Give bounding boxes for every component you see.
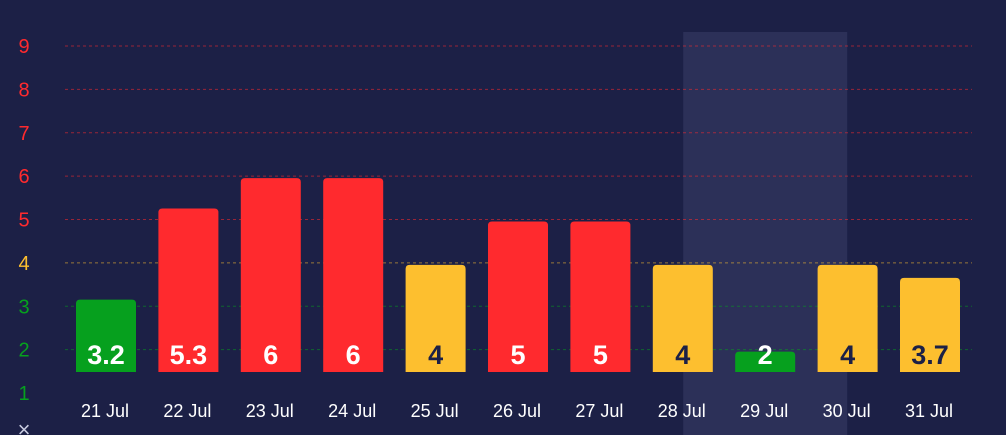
bar[interactable]	[570, 221, 631, 373]
bar-value-label: 4	[840, 340, 855, 370]
y-tick-label: 7	[18, 123, 29, 145]
bar-value-label: 5	[510, 340, 525, 370]
x-tick-label: 27 Jul	[575, 401, 623, 421]
bar-value-label: 3.2	[87, 340, 125, 370]
bar-value-label: 4	[428, 340, 443, 370]
y-tick-label: 9	[18, 36, 29, 58]
bar-value-label: 6	[346, 340, 361, 370]
x-tick-label: 30 Jul	[823, 401, 871, 421]
y-tick-label: 5	[18, 210, 29, 232]
x-tick-label: 24 Jul	[328, 401, 376, 421]
bar-value-label: 5	[593, 340, 608, 370]
x-tick-label: 28 Jul	[658, 401, 706, 421]
bar[interactable]	[405, 264, 466, 372]
x-tick-label: 22 Jul	[163, 401, 211, 421]
bar-value-label: 2	[758, 340, 773, 370]
x-tick-label: 26 Jul	[493, 401, 541, 421]
highlight-column	[683, 32, 848, 435]
x-tick-label: 21 Jul	[81, 401, 129, 421]
y-tick-label: 2	[18, 340, 29, 362]
bar-value-label: 4	[675, 340, 690, 370]
bar[interactable]	[158, 208, 219, 372]
y-tick-label: 6	[18, 166, 29, 188]
bar[interactable]	[488, 221, 548, 373]
x-tick-label: 25 Jul	[411, 401, 459, 421]
bar[interactable]	[76, 299, 136, 372]
x-tick-label: 31 Jul	[905, 401, 953, 421]
axis-close-symbol[interactable]: ×	[18, 417, 31, 435]
bar[interactable]	[240, 178, 301, 372]
bar[interactable]	[900, 277, 960, 372]
y-tick-label: 4	[18, 253, 29, 275]
bar-value-label: 3.7	[911, 340, 949, 370]
bar[interactable]	[735, 351, 796, 372]
y-tick-label: 3	[18, 296, 29, 318]
y-tick-label: 1	[18, 383, 29, 405]
y-tick-label: 8	[18, 79, 29, 101]
bar[interactable]	[652, 264, 713, 372]
x-tick-label: 29 Jul	[740, 401, 788, 421]
x-tick-label: 23 Jul	[246, 401, 294, 421]
bar[interactable]	[323, 178, 384, 372]
bar-value-label: 5.3	[170, 340, 208, 370]
bar[interactable]	[817, 264, 878, 372]
bar-value-label: 6	[263, 340, 278, 370]
